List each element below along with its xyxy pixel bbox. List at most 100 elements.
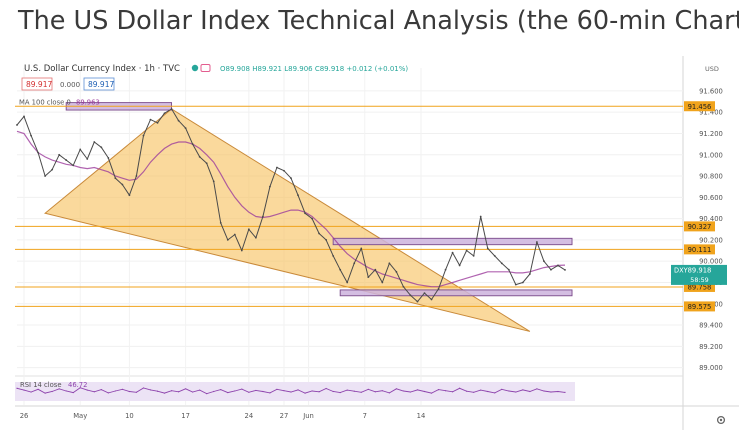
price-point xyxy=(16,124,18,126)
price-point xyxy=(65,159,68,161)
time-tick-label: 24 xyxy=(245,412,254,420)
price-tick-label: 90.000 xyxy=(699,258,723,266)
price-point xyxy=(444,268,447,271)
price-point xyxy=(430,298,433,301)
rsi-point xyxy=(255,389,257,392)
price-point xyxy=(514,283,517,286)
price-point xyxy=(205,162,208,165)
price-point xyxy=(177,119,180,122)
price-tick-label: 91.200 xyxy=(699,130,723,138)
price-point xyxy=(367,276,370,279)
price-point xyxy=(114,177,117,180)
rsi-point xyxy=(234,390,236,392)
level-price-tag-text: 89.575 xyxy=(688,303,712,311)
rsi-point xyxy=(86,389,88,391)
rsi-point xyxy=(262,390,264,393)
price-tick-label: 89.200 xyxy=(699,343,723,351)
price-point xyxy=(318,232,321,235)
rsi-point xyxy=(536,388,538,390)
price-point xyxy=(304,212,306,215)
rsi-point xyxy=(353,390,355,392)
price-point xyxy=(100,146,103,149)
rsi-point xyxy=(487,390,489,393)
price-point xyxy=(388,262,391,265)
rsi-point xyxy=(79,387,81,389)
rsi-point xyxy=(114,390,116,392)
price-point xyxy=(226,239,229,241)
rsi-point xyxy=(248,391,250,393)
rsi-point xyxy=(290,391,292,393)
rsi-point xyxy=(311,390,313,392)
rsi-point xyxy=(37,388,39,390)
price-point xyxy=(44,175,47,177)
price-point xyxy=(402,285,405,288)
rsi-point xyxy=(163,392,166,394)
ask-box[interactable] xyxy=(83,77,115,91)
rsi-point xyxy=(30,391,32,393)
price-tick-label: 90.400 xyxy=(699,215,723,223)
rsi-point xyxy=(177,391,180,393)
rsi-point xyxy=(185,388,187,390)
price-tick-label: 91.000 xyxy=(699,151,723,159)
price-tick-label: 90.600 xyxy=(699,194,723,202)
price-point xyxy=(163,112,166,115)
wedge-layer xyxy=(44,108,531,332)
axis-currency: USD xyxy=(705,65,719,73)
price-point xyxy=(290,177,292,180)
settings-gear-icon[interactable] xyxy=(716,415,726,425)
price-point xyxy=(30,134,32,137)
price-point xyxy=(353,262,356,265)
rsi-point xyxy=(402,390,405,392)
rsi-point xyxy=(360,391,362,393)
rsi-point xyxy=(16,387,18,389)
bid-box[interactable] xyxy=(21,77,53,91)
rsi-point xyxy=(297,389,299,391)
rsi-legend-label[interactable]: RSI 14 close xyxy=(20,381,62,389)
time-tick-label: May xyxy=(73,412,87,420)
price-point xyxy=(381,281,384,284)
rsi-point xyxy=(466,390,468,392)
price-point xyxy=(156,121,159,124)
symbol-label[interactable]: U.S. Dollar Currency Index · 1h · TVC xyxy=(24,64,180,74)
price-tick-label: 89.000 xyxy=(699,364,723,372)
rsi-point xyxy=(318,391,320,393)
compare-icon[interactable] xyxy=(200,64,211,72)
rsi-point xyxy=(529,390,531,393)
time-axis[interactable]: 26 May 10 17 24 27 Jun 7 14 xyxy=(20,412,426,420)
price-point xyxy=(283,169,285,172)
price-axis[interactable]: 91.600 91.400 91.200 91.000 90.800 90.600 90.4… xyxy=(671,87,727,372)
time-tick-label: Jun xyxy=(302,412,314,420)
level-price-tag xyxy=(684,244,715,255)
rsi-point xyxy=(304,392,306,394)
price-point xyxy=(233,233,236,236)
price-point xyxy=(58,153,61,156)
price-point xyxy=(311,217,313,220)
price-point xyxy=(437,287,440,290)
rsi-point xyxy=(409,391,412,393)
price-point xyxy=(325,239,328,241)
price-tick-label: 91.400 xyxy=(699,109,723,117)
tradingview-chart[interactable]: 91.600 91.400 91.200 91.000 90.800 90.600 90.4… xyxy=(15,56,739,430)
rsi-point xyxy=(206,393,208,395)
price-point xyxy=(79,148,82,151)
rsi-point xyxy=(480,389,482,391)
price-point xyxy=(170,108,173,110)
ask-price: 89.917 xyxy=(88,80,114,89)
price-tick-label: 89.400 xyxy=(699,322,723,330)
level-price-tag-text: 91.456 xyxy=(688,103,712,111)
price-point xyxy=(458,264,461,267)
price-point xyxy=(493,254,496,257)
rsi-point xyxy=(149,389,152,391)
rsi-point xyxy=(557,390,559,393)
price-point xyxy=(297,194,299,197)
price-point xyxy=(93,141,96,143)
price-point xyxy=(191,143,194,146)
rsi-band xyxy=(15,382,575,401)
chart-canvas[interactable]: 91.600 91.400 91.200 91.000 90.800 90.600 90.4… xyxy=(15,56,739,430)
rsi-point xyxy=(23,389,25,391)
rsi-point xyxy=(508,390,510,392)
ma-legend-label[interactable]: MA 100 close 0 xyxy=(19,99,71,107)
rsi-point xyxy=(170,390,173,392)
price-tick-label: 90.800 xyxy=(699,173,723,181)
zone-rectangle-3 xyxy=(339,289,573,297)
